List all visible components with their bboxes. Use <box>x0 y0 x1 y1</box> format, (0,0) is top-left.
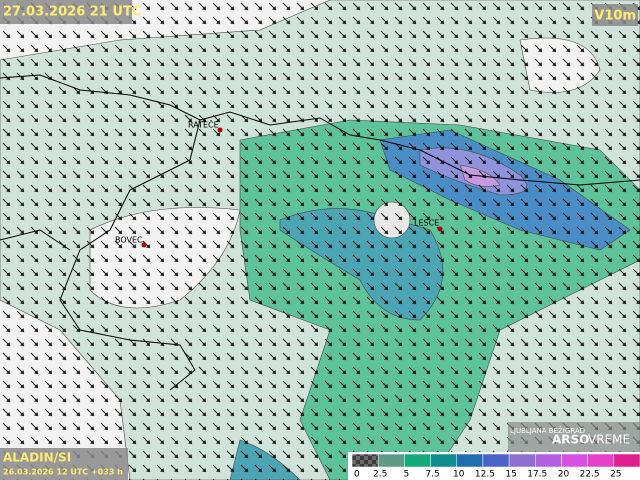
legend-swatch <box>561 453 588 468</box>
legend-tick-label: 5 <box>403 470 409 480</box>
legend-tick-label: 7.5 <box>425 470 439 480</box>
legend-tick-label: 17.5 <box>527 470 547 480</box>
legend-tick-label: 25 <box>610 470 621 480</box>
legend-swatch <box>482 453 510 468</box>
place-label: BOVEC <box>115 236 143 245</box>
place-label: RATEČE <box>188 119 219 130</box>
model: ALADIN/SI <box>3 451 71 465</box>
legend-swatch <box>587 453 615 468</box>
model-box <box>0 448 128 480</box>
brand-vreme: VREME <box>588 433 630 447</box>
legend-tick-label: 12.5 <box>475 470 495 480</box>
legend-swatch <box>377 453 405 468</box>
legend-swatch <box>430 453 457 468</box>
legend: 0 2.5 5 7.5 10 12.5 15 17.5 20 22.5 25 <box>351 453 640 480</box>
legend-swatch <box>351 453 379 468</box>
station: LJUBLJANA BEŽIGRAD <box>510 426 585 435</box>
legend-swatch <box>404 453 431 468</box>
legend-tick-label: 10 <box>453 470 465 480</box>
legend-tick-label: 22.5 <box>580 470 600 480</box>
brand-box <box>508 422 640 452</box>
place-label: LESCE <box>414 219 439 228</box>
run-time: 26.03.2026 12 UTC +033 h <box>3 468 123 477</box>
time-box <box>0 0 132 24</box>
valid-time: 27.03.2026 21 UTC <box>3 5 141 20</box>
legend-tick-label: 20 <box>558 470 570 480</box>
legend-tick-label: 2.5 <box>373 470 387 480</box>
variable: V10m <box>594 9 636 24</box>
variable-box <box>592 4 638 26</box>
places: RATEČE BOVEC LESCE <box>115 119 443 248</box>
legend-swatch <box>613 453 640 468</box>
place-dot <box>217 127 223 133</box>
legend-tick-label: 15 <box>505 470 516 480</box>
legend-swatch <box>456 453 484 468</box>
place-dot <box>437 226 443 232</box>
legend-tick-label: 0 <box>354 470 360 480</box>
brand-arso: ARSO <box>552 433 589 447</box>
place-dot <box>141 242 147 248</box>
legend-swatch <box>535 453 562 468</box>
legend-swatch <box>508 453 536 468</box>
